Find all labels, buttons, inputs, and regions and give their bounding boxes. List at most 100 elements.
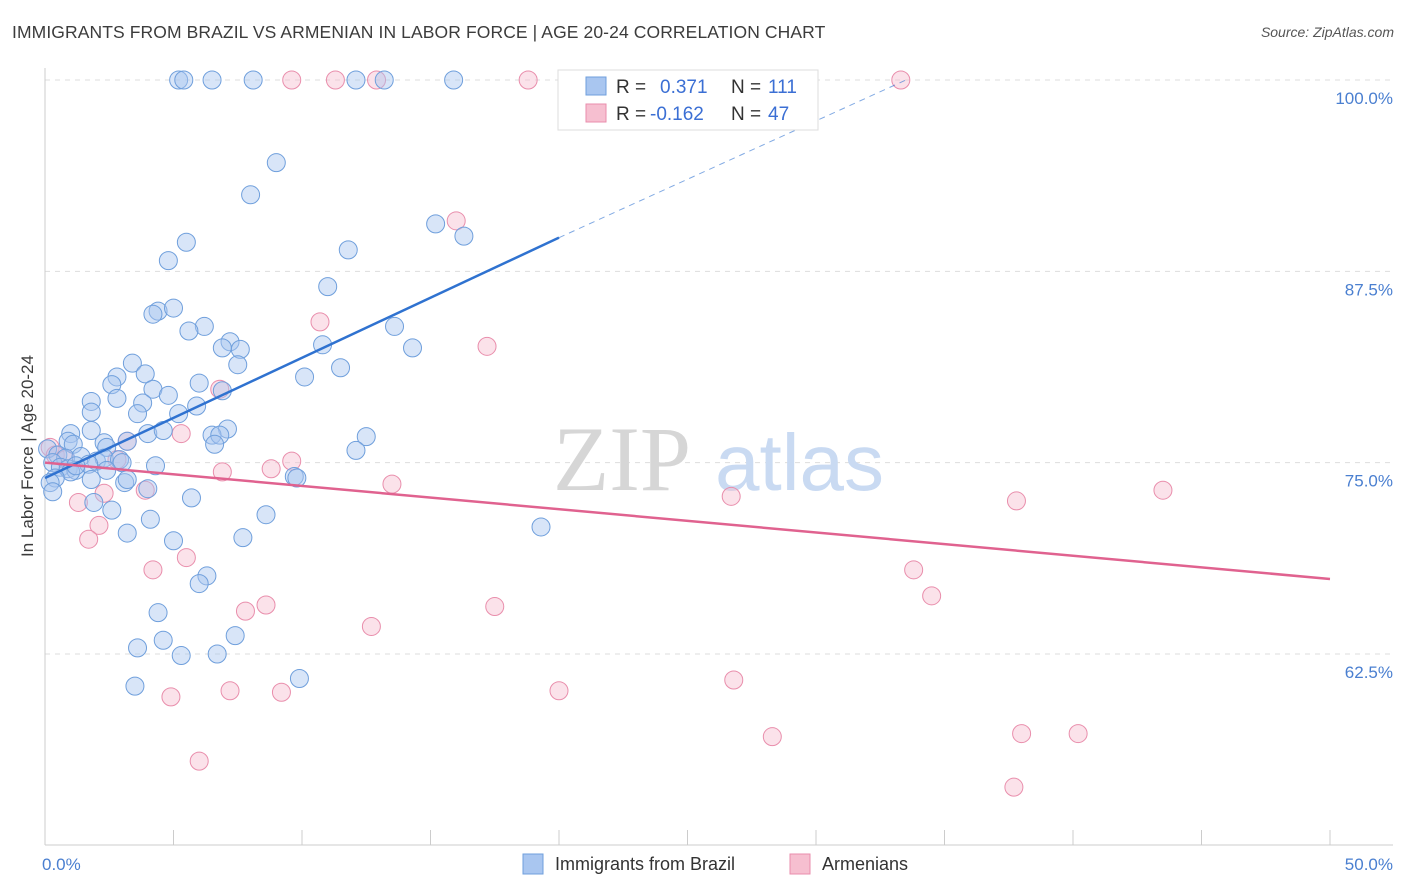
armenians-point-1	[325, 70, 345, 90]
brazil-point-0	[169, 70, 189, 90]
armenians-point-23	[1153, 480, 1173, 500]
armenians-point-6	[310, 312, 330, 332]
armenians-point-25	[89, 515, 109, 535]
armenians-point-3	[518, 70, 538, 90]
brazil-point-12	[338, 240, 358, 260]
armenians-point-38	[271, 682, 291, 702]
y-tick-label-3: 62.5%	[1345, 663, 1393, 682]
brazil-point-8	[241, 185, 261, 205]
brazil-point-34	[189, 373, 209, 393]
armenians-point-30	[922, 586, 942, 606]
brazil-point-13	[158, 251, 178, 271]
brazil-point-98	[225, 626, 245, 646]
bottom-legend-label-armenians: Armenians	[822, 854, 908, 874]
brazil-point-72	[97, 460, 117, 480]
brazil-point-87	[102, 500, 122, 520]
gridlines	[45, 79, 1393, 655]
brazil-point-93	[233, 528, 253, 548]
brazil-point-45	[202, 425, 222, 445]
brazil-point-94	[197, 566, 217, 586]
brazil-point-80	[117, 470, 137, 490]
armenians-point-32	[256, 595, 276, 615]
brazil-point-28	[331, 358, 351, 378]
armenians-point-18	[382, 474, 402, 494]
brazil-point-24	[385, 316, 405, 336]
brazil-point-42	[128, 404, 148, 424]
chart-title: IMMIGRANTS FROM BRAZIL VS ARMENIAN IN LA…	[12, 22, 826, 42]
armenians-point-34	[361, 616, 381, 636]
legend-r-label-armenians: R =	[616, 104, 646, 125]
watermark-zip: ZIP	[553, 408, 691, 510]
watermark: ZIP atlas	[553, 408, 884, 510]
legend-swatch-brazil	[585, 76, 607, 96]
bottom-legend-swatch-armenians	[789, 853, 811, 875]
brazil-point-101	[207, 644, 227, 664]
brazil-point-96	[148, 603, 168, 623]
armenians-point-9	[171, 424, 191, 444]
armenians-point-0	[282, 70, 302, 90]
tick-labels: 100.0% 87.5% 75.0% 62.5% 0.0% 50.0%	[42, 89, 1393, 874]
legend-r-label-brazil: R =	[616, 77, 646, 98]
armenians-point-16	[261, 459, 281, 479]
brazil-point-15	[148, 301, 168, 321]
brazil-point-1	[174, 70, 194, 90]
armenians-point-37	[220, 681, 240, 701]
legend-n-value-brazil: 111	[768, 77, 797, 98]
brazil-point-102	[289, 668, 309, 688]
brazil-point-41	[81, 402, 101, 422]
legend-r-value-brazil: 0.371	[660, 77, 708, 98]
brazil-point-49	[210, 425, 230, 445]
armenians-point-4	[891, 70, 911, 90]
brazil-point-25	[403, 338, 423, 358]
brazil-point-90	[531, 517, 551, 537]
brazil-point-97	[153, 630, 173, 650]
brazil-point-27	[228, 355, 248, 375]
armenians-point-31	[485, 597, 505, 617]
brazil-point-10	[454, 226, 474, 246]
armenians-point-17	[212, 462, 232, 482]
brazil-point-50	[356, 427, 376, 447]
armenians-trend-line	[44, 461, 1331, 581]
series-legend: Immigrants from Brazil Armenians	[522, 853, 908, 875]
brazil-point-48	[153, 421, 173, 441]
brazil-point-36	[81, 391, 101, 411]
armenians-point-5	[446, 211, 466, 231]
axes	[44, 68, 1393, 846]
armenians-point-29	[904, 560, 924, 580]
brazil-point-92	[164, 531, 183, 551]
armenians-point-44	[189, 751, 209, 771]
brazil-point-37	[107, 388, 127, 408]
armenians-point-7	[477, 336, 497, 356]
brazil-point-79	[115, 473, 135, 493]
armenians-point-42	[1068, 724, 1088, 744]
brazil-point-16	[164, 298, 183, 318]
brazil-point-58	[346, 440, 366, 460]
brazil-point-95	[189, 574, 209, 594]
brazil-point-39	[158, 385, 178, 405]
stats-legend: R = 0.371 N = 111 R = -0.162 N = 47	[557, 69, 819, 131]
legend-r-value-armenians: -0.162	[650, 104, 704, 125]
armenians-point-33	[235, 601, 255, 621]
brazil-point-31	[295, 367, 315, 387]
legend-n-label-armenians: N =	[731, 104, 761, 125]
brazil-point-18	[194, 316, 214, 336]
y-axis-label: In Labor Force | Age 20-24	[18, 355, 37, 557]
brazil-point-84	[43, 482, 63, 502]
armenians-points	[40, 70, 1173, 797]
armenians-point-39	[161, 687, 181, 707]
brazil-point-91	[117, 523, 137, 543]
brazil-point-78	[81, 470, 101, 490]
armenians-point-26	[79, 529, 99, 549]
source-credit: Source: ZipAtlas.com	[1260, 24, 1394, 40]
brazil-trend-extension	[558, 79, 907, 239]
armenians-point-22	[1006, 491, 1026, 511]
brazil-point-30	[135, 364, 155, 384]
brazil-point-26	[122, 353, 142, 373]
armenians-point-36	[549, 681, 569, 701]
legend-n-value-armenians: 47	[768, 104, 789, 125]
brazil-point-88	[140, 509, 160, 529]
armenians-point-40	[762, 727, 782, 747]
brazil-point-14	[318, 277, 338, 297]
brazil-point-22	[212, 338, 232, 358]
